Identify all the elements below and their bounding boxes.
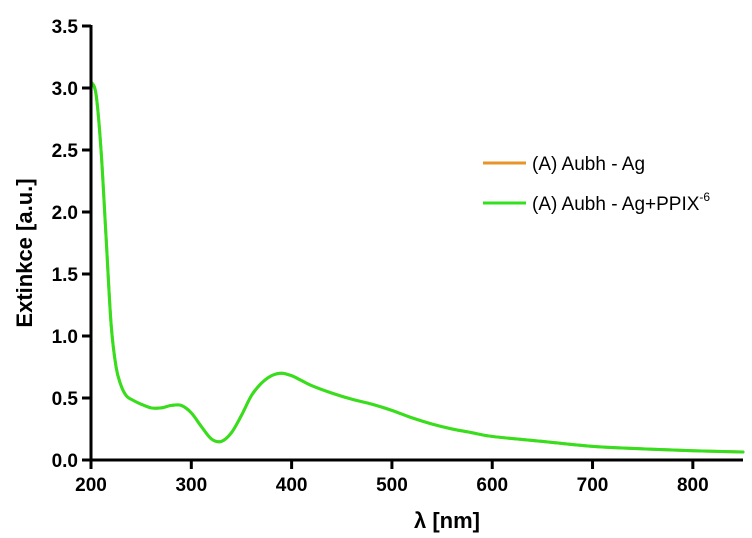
x-tick-label: 200	[75, 475, 107, 496]
legend-label-text: (A) Aubh - Ag	[532, 154, 645, 175]
y-axis-ticks: 0.0 0.5 1.0 1.5 2.0 2.5 3.0 3.5	[52, 17, 91, 472]
x-tick-label: 700	[577, 475, 609, 496]
y-tick-label: 3.5	[52, 17, 79, 38]
y-tick-label: 3.0	[52, 79, 78, 100]
x-tick-label: 300	[175, 475, 207, 496]
legend-label-text: (A) Aubh - Ag+PPIX	[532, 194, 700, 215]
series-layer	[89, 80, 745, 454]
y-tick-label: 2.5	[52, 141, 79, 162]
legend: (A) Aubh - Ag (A) Aubh - Ag+PPIX-6	[483, 154, 710, 215]
x-tick-label: 400	[276, 475, 308, 496]
legend-label-superscript: -6	[699, 190, 710, 204]
x-axis-ticks: 200 300 400 500 600 700 800	[75, 460, 709, 496]
x-tick-label: 600	[476, 475, 508, 496]
x-tick-label: 800	[677, 475, 709, 496]
y-axis-title: Extinkce [a.u.]	[12, 178, 37, 327]
legend-label-1: (A) Aubh - Ag	[532, 154, 645, 175]
y-tick-label: 0.0	[52, 451, 78, 472]
x-axis-title: λ [nm]	[414, 508, 480, 533]
x-tick-label: 500	[376, 475, 408, 496]
series-line-1	[89, 80, 745, 454]
y-tick-label: 2.0	[52, 203, 78, 224]
y-tick-label: 1.5	[52, 265, 79, 286]
series-line-2	[89, 80, 745, 454]
y-tick-label: 1.0	[52, 327, 78, 348]
legend-label-2: (A) Aubh - Ag+PPIX-6	[532, 190, 710, 215]
y-tick-label: 0.5	[52, 389, 79, 410]
